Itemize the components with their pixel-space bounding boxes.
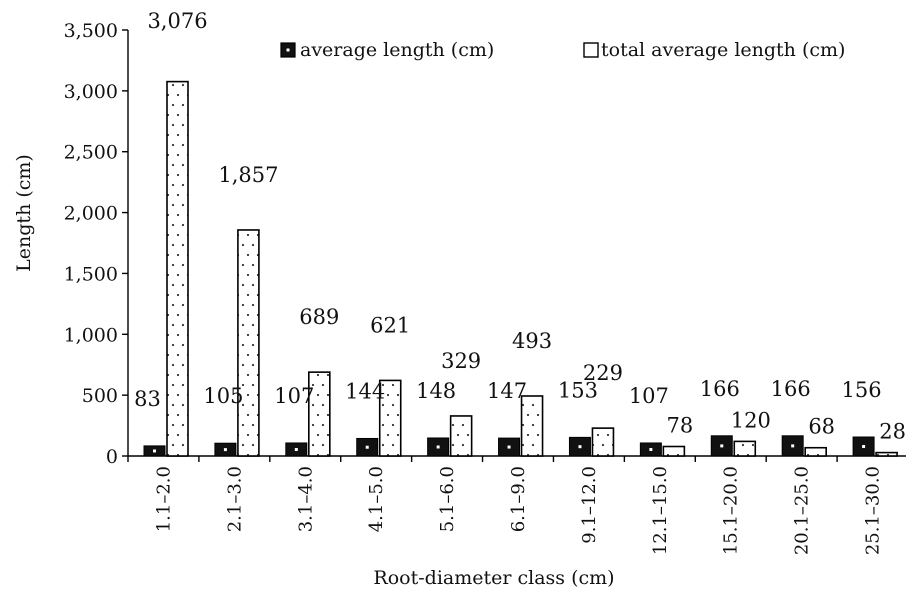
- bar-total-average-length: [308, 371, 331, 457]
- x-tick-label: 3.1–4.0: [295, 466, 316, 532]
- data-label-average-length: 166: [700, 377, 740, 401]
- y-axis-title: Length (cm): [13, 154, 35, 272]
- data-label-average-length: 153: [558, 378, 598, 402]
- legend-label-total-average-length: total average length (cm): [601, 39, 845, 61]
- x-tick-label: 6.1–9.0: [508, 466, 529, 532]
- y-tick-label: 2,000: [64, 203, 118, 225]
- data-label-average-length: 156: [842, 378, 882, 402]
- y-tick-label: 1,500: [64, 263, 118, 285]
- x-tick-label: 25.1–30.0: [863, 466, 884, 555]
- data-label-average-length: 166: [771, 377, 811, 401]
- bar-average-length-dot: [294, 447, 298, 451]
- data-label-total-average-length: 120: [731, 408, 771, 432]
- y-tick-label: 3,000: [64, 81, 118, 103]
- data-label-total-average-length: 229: [583, 361, 623, 385]
- x-tick-label: 1.1–2.0: [153, 466, 174, 532]
- data-label-average-length: 105: [203, 384, 243, 408]
- y-tick-label: 2,500: [64, 142, 118, 164]
- data-label-average-length: 83: [134, 387, 161, 411]
- x-tick-label: 2.1–3.0: [224, 466, 245, 532]
- x-tick-label: 12.1–15.0: [650, 466, 671, 555]
- bar-average-length-dot: [791, 444, 795, 448]
- data-label-total-average-length: 78: [666, 414, 693, 438]
- bar-average-length-dot: [436, 445, 440, 449]
- data-label-average-length: 107: [629, 384, 669, 408]
- bar-average-length-dot: [223, 448, 227, 452]
- x-axis-title: Root-diameter class (cm): [373, 567, 614, 589]
- legend-swatch-dot: [286, 48, 290, 52]
- legend: average length (cm) total average length…: [280, 39, 845, 61]
- data-label-total-average-length: 689: [299, 305, 339, 329]
- data-label-average-length: 147: [487, 379, 527, 403]
- x-tick-label: 5.1–6.0: [437, 466, 458, 532]
- bar-average-length-dot: [507, 445, 511, 449]
- y-tick-label: 500: [82, 385, 118, 407]
- legend-label-average-length: average length (cm): [300, 39, 494, 61]
- x-tick-label: 4.1–5.0: [366, 466, 387, 532]
- y-axis: 0 500 1,000 1,500 2,000 2,500 3,000 3,500: [64, 20, 129, 468]
- bar-average-length-dot: [649, 447, 653, 451]
- bar-average-length-dot: [578, 445, 582, 449]
- legend-item-average-length: average length (cm): [280, 39, 494, 61]
- data-label-total-average-length: 621: [370, 313, 410, 337]
- bar-total-average-length: [591, 427, 615, 457]
- x-axis: 1.1–2.0 2.1–3.0 3.1–4.0 4.1–5.0 5.1–6.0 6.1–9…: [127, 455, 906, 555]
- bar-total-average-length: [733, 440, 757, 457]
- data-label-total-average-length: 1,857: [218, 163, 278, 187]
- bar-total-average-length: [237, 229, 260, 457]
- legend-swatch-total-average-length: [583, 42, 599, 58]
- bar-average-length-dot: [720, 444, 724, 448]
- y-tick-label: 0: [106, 446, 118, 468]
- legend-item-total-average-length: total average length (cm): [583, 39, 845, 61]
- bar-total-average-length: [662, 445, 686, 457]
- data-label-average-length: 107: [274, 384, 314, 408]
- data-label-average-length: 144: [345, 379, 385, 403]
- x-tick-label: 15.1–20.0: [721, 466, 742, 555]
- data-label-total-average-length: 28: [879, 420, 906, 444]
- bar-total-average-length: [804, 446, 827, 457]
- data-label-total-average-length: 68: [808, 415, 835, 439]
- bar-total-average-length: [520, 395, 544, 457]
- bar-average-length-dot: [365, 445, 369, 449]
- x-tick-label: 20.1–25.0: [792, 466, 813, 555]
- data-label-total-average-length: 329: [441, 349, 481, 373]
- y-tick-label: 1,000: [64, 324, 118, 346]
- data-label-average-length: 148: [416, 379, 456, 403]
- y-tick-label: 3,500: [64, 20, 118, 42]
- bar-average-length-dot: [153, 449, 156, 453]
- data-label-total-average-length: 3,076: [147, 9, 207, 33]
- x-tick-label: 9.1–12.0: [579, 466, 600, 544]
- data-label-total-average-length: 493: [512, 329, 552, 353]
- bar-total-average-length: [449, 415, 473, 457]
- bar-total-average-length: [166, 80, 189, 457]
- bars: [143, 80, 898, 457]
- bar-total-average-length: [378, 379, 402, 457]
- bar-average-length-dot: [862, 445, 866, 449]
- bar-total-average-length: [875, 451, 898, 457]
